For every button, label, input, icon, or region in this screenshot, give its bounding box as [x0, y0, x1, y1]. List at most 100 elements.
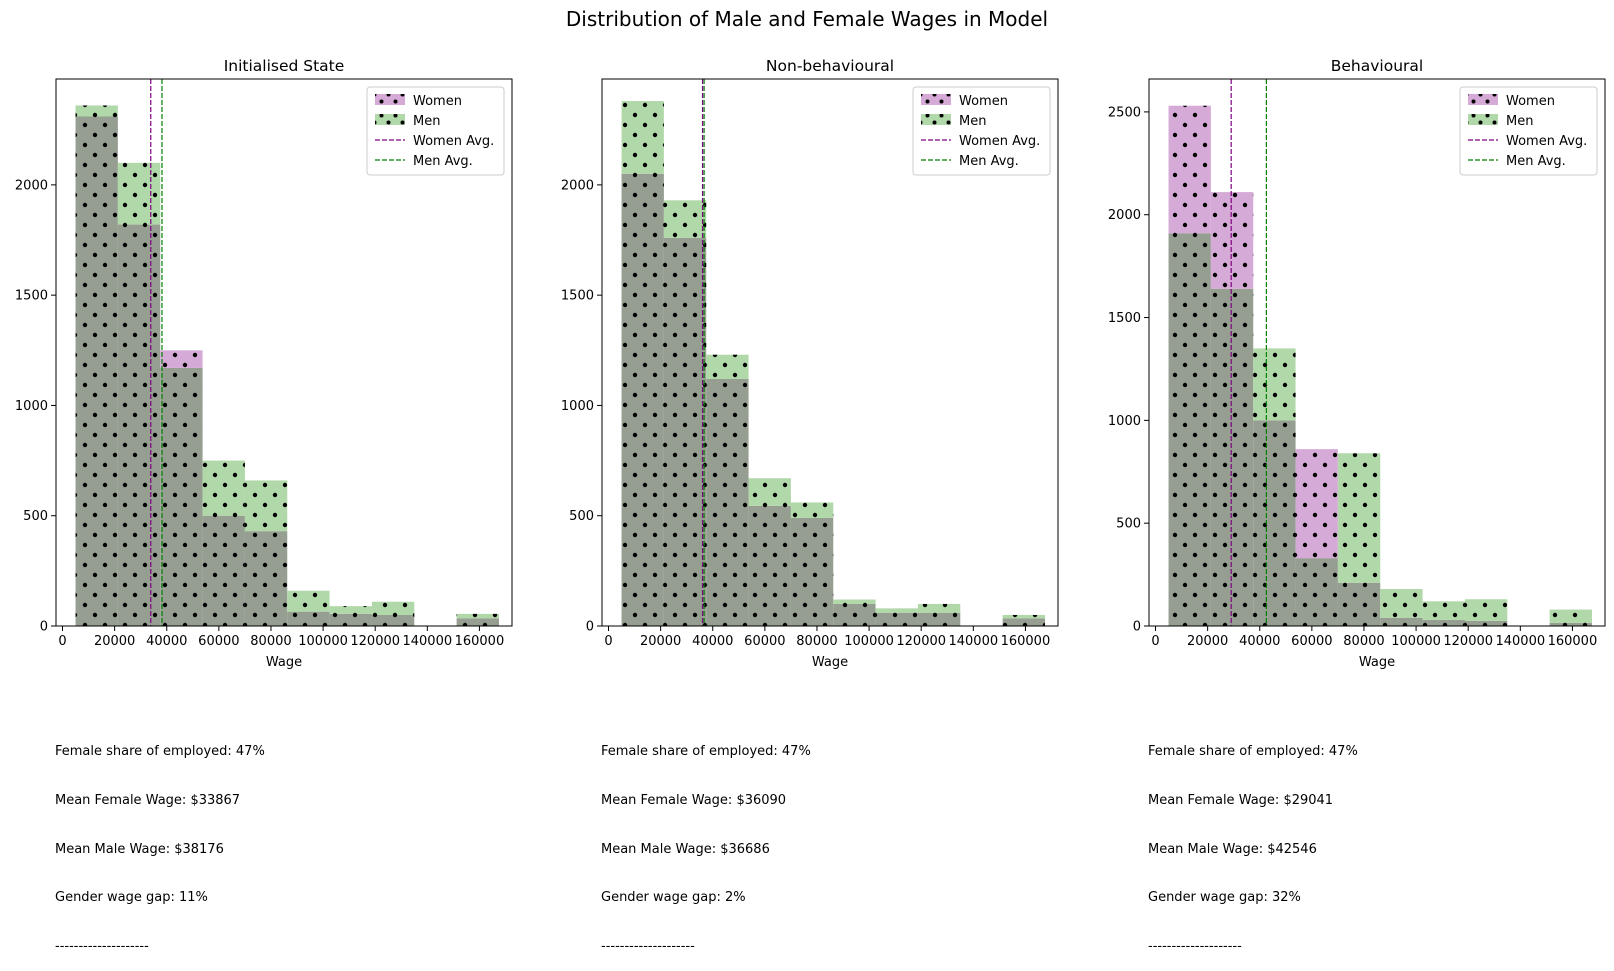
x-axis-label: Wage — [266, 655, 302, 670]
plot-frame — [601, 78, 1059, 627]
y-tick-label: 1500 — [1108, 311, 1141, 326]
figure: Distribution of Male and Female Wages in… — [15, 7, 1606, 670]
bar-hatch-bin-1 — [621, 101, 664, 626]
legend-box — [1459, 86, 1598, 176]
note-separator: -------------------- — [55, 938, 149, 954]
legend-label-women-avg: Women Avg. — [413, 134, 494, 149]
x-tick-label: 100000 — [298, 634, 348, 649]
note-female-share: Female share of employed: 47% — [601, 744, 811, 760]
y-tick-label: 1500 — [561, 289, 594, 304]
legend-label-women: Women — [959, 94, 1008, 109]
legend-swatch-men-hatch — [375, 114, 405, 125]
x-tick-label: 60000 — [744, 634, 785, 649]
x-tick-label: 100000 — [844, 634, 894, 649]
legend-label-women: Women — [413, 94, 462, 109]
bars — [75, 105, 499, 626]
note-gender-wage-gap: Gender wage gap: 32% — [1148, 890, 1301, 906]
y-tick-label: 0 — [586, 620, 594, 635]
x-tick-label: 40000 — [692, 634, 733, 649]
y-tick-label: 2000 — [561, 178, 594, 193]
bar-hatch-bin-3 — [160, 350, 203, 626]
bar-hatch-bin-8 — [1464, 599, 1508, 626]
note-mean-female-wage: Mean Female Wage: $33867 — [55, 793, 241, 809]
note-mean-male-wage: Mean Male Wage: $38176 — [55, 841, 224, 857]
bar-hatch-bin-10 — [1002, 614, 1045, 626]
panel-1-notes: Female share of employed: 47% Mean Femal… — [55, 712, 265, 971]
x-tick-label: 20000 — [94, 634, 135, 649]
panel-title: Behavioural — [1331, 57, 1423, 75]
bar-hatch-bin-2 — [663, 200, 707, 626]
legend: Women Men Women Avg. Men Avg. — [366, 86, 505, 176]
bar-hatch-bin-5 — [790, 502, 834, 626]
x-tick-label: 140000 — [948, 634, 998, 649]
x-tick-label: 20000 — [640, 634, 681, 649]
x-tick-label: 0 — [604, 634, 612, 649]
x-tick-label: 20000 — [1187, 634, 1228, 649]
legend-box — [912, 86, 1051, 176]
plot-frame — [1148, 78, 1606, 627]
x-tick-label: 80000 — [250, 634, 291, 649]
legend-label-men-avg: Men Avg. — [413, 154, 473, 169]
bar-hatch-bin-2 — [1210, 192, 1254, 626]
y-tick-label: 0 — [40, 620, 48, 635]
note-mean-male-wage: Mean Male Wage: $36686 — [601, 841, 770, 857]
x-tick-label: 80000 — [1343, 634, 1384, 649]
note-female-share: Female share of employed: 47% — [1148, 744, 1358, 760]
x-axis-label: Wage — [812, 655, 848, 670]
legend: Women Men Women Avg. Men Avg. — [912, 86, 1051, 176]
x-axis-label: Wage — [1359, 655, 1395, 670]
plot-frame — [55, 78, 513, 627]
y-tick-label: 500 — [569, 509, 594, 524]
x-tick-label: 120000 — [1443, 634, 1493, 649]
bar-hatch-bin-6 — [833, 599, 876, 626]
panel-title: Non-behavioural — [766, 57, 894, 75]
y-tick-label: 1500 — [15, 289, 48, 304]
bar-hatch-bin-6 — [1380, 588, 1423, 626]
x-tick-label: 40000 — [146, 634, 187, 649]
bar-hatch-bin-10 — [456, 613, 499, 626]
note-separator: -------------------- — [1148, 938, 1242, 954]
x-tick-label: 0 — [58, 634, 66, 649]
legend-label-men-avg: Men Avg. — [1506, 154, 1566, 169]
y-tick-label: 2000 — [15, 178, 48, 193]
x-tick-label: 60000 — [1291, 634, 1332, 649]
bar-hatch-bin-8 — [371, 601, 415, 626]
legend-label-women-avg: Women Avg. — [959, 134, 1040, 149]
legend-label-women-avg: Women Avg. — [1506, 134, 1587, 149]
legend-swatch-women-hatch — [921, 94, 951, 105]
x-tick-label: 40000 — [1239, 634, 1280, 649]
panel-title: Initialised State — [224, 57, 345, 75]
legend-swatch-men-hatch — [921, 114, 951, 125]
x-tick-label: 100000 — [1391, 634, 1441, 649]
x-tick-label: 140000 — [402, 634, 452, 649]
figure-title: Distribution of Male and Female Wages in… — [566, 7, 1048, 31]
x-tick-label: 160000 — [455, 634, 505, 649]
x-tick-label: 160000 — [1548, 634, 1598, 649]
x-tick-label: 120000 — [350, 634, 400, 649]
bars — [1168, 105, 1592, 626]
x-tick-label: 160000 — [1001, 634, 1051, 649]
legend-box — [366, 86, 505, 176]
x-tick-label: 140000 — [1495, 634, 1545, 649]
bar-hatch-bin-5 — [244, 480, 288, 626]
y-tick-label: 2000 — [1108, 208, 1141, 223]
note-gender-wage-gap: Gender wage gap: 2% — [601, 890, 746, 906]
y-tick-label: 1000 — [561, 399, 594, 414]
note-separator: -------------------- — [601, 938, 695, 954]
y-tick-label: 1000 — [15, 399, 48, 414]
bar-hatch-bin-1 — [75, 105, 118, 626]
bar-hatch-bin-6 — [287, 590, 330, 626]
note-gender-wage-gap: Gender wage gap: 11% — [55, 890, 208, 906]
legend-swatch-men-hatch — [1468, 114, 1498, 125]
bar-hatch-bin-8 — [917, 603, 961, 626]
legend-label-men: Men — [413, 114, 440, 129]
bar-hatch-bin-10 — [1549, 609, 1592, 626]
bar-hatch-bin-4 — [1295, 449, 1338, 626]
legend: Women Men Women Avg. Men Avg. — [1459, 86, 1598, 176]
bar-hatch-bin-7 — [1422, 601, 1465, 626]
y-tick-label: 2500 — [1108, 105, 1141, 120]
bars — [621, 101, 1045, 626]
x-tick-label: 0 — [1151, 634, 1159, 649]
bar-hatch-bin-3 — [706, 354, 749, 626]
bar-hatch-bin-7 — [329, 606, 372, 626]
